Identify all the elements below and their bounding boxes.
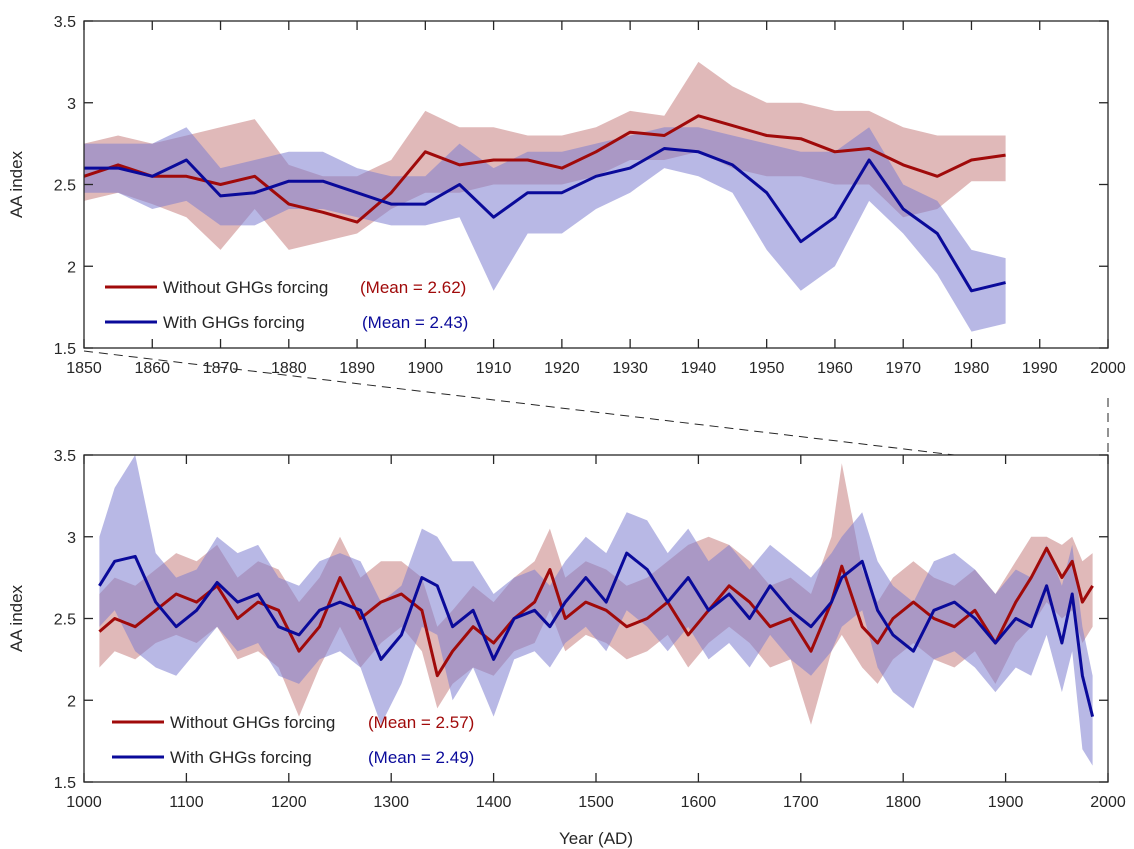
x-tick-label: 1400 <box>476 794 512 811</box>
legend-mean-without-ghgs: (Mean = 2.62) <box>360 278 466 297</box>
top-legend: Without GHGs forcing (Mean = 2.62) With GH… <box>105 278 468 332</box>
top-panel: 1850 1860 1870 1880 1890 1900 1910 1920 1930 1940… <box>7 14 1126 377</box>
x-tick-label: 1880 <box>271 360 307 377</box>
y-tick-label: 3.5 <box>54 448 76 465</box>
legend-mean-with-ghgs: (Mean = 2.49) <box>368 748 474 767</box>
x-tick-label: 1700 <box>783 794 819 811</box>
bottom-x-axis-label: Year (AD) <box>559 829 633 848</box>
x-tick-label: 1870 <box>203 360 239 377</box>
x-tick-label: 1970 <box>885 360 921 377</box>
line-without-ghgs <box>83 114 1006 224</box>
x-tick-label: 1980 <box>954 360 990 377</box>
band-with-ghgs <box>99 455 1093 766</box>
x-tick-label: 1940 <box>681 360 717 377</box>
x-tick-label: 1000 <box>66 794 102 811</box>
bottom-bands <box>99 455 1093 766</box>
legend-label-without-ghgs: Without GHGs forcing <box>163 278 328 297</box>
x-tick-label: 1990 <box>1022 360 1058 377</box>
legend-label-with-ghgs: With GHGs forcing <box>170 748 312 767</box>
x-tick-label: 1200 <box>271 794 307 811</box>
line-with-ghgs <box>98 551 1095 717</box>
x-tick-label: 2000 <box>1090 360 1126 377</box>
bottom-lines <box>98 546 1095 717</box>
zoom-connector-lines <box>83 350 1109 456</box>
x-tick-label: 1920 <box>544 360 580 377</box>
x-tick-label: 1900 <box>988 794 1024 811</box>
y-tick-label: 1.5 <box>54 775 76 792</box>
x-tick-label: 1500 <box>578 794 614 811</box>
x-tick-label: 1100 <box>169 794 204 811</box>
x-tick-label: 1910 <box>476 360 512 377</box>
x-tick-label: 1860 <box>134 360 170 377</box>
y-tick-label: 1.5 <box>54 341 76 358</box>
bottom-legend: Without GHGs forcing (Mean = 2.57) With GH… <box>112 713 474 767</box>
x-tick-label: 1890 <box>339 360 375 377</box>
line-with-ghgs <box>84 147 1006 293</box>
legend-label-without-ghgs: Without GHGs forcing <box>170 713 335 732</box>
x-tick-label: 1960 <box>817 360 853 377</box>
top-ticks: 1850 1860 1870 1880 1890 1900 1910 1920 1930 1940… <box>54 14 1126 377</box>
y-tick-label: 2.5 <box>54 612 76 629</box>
line-without-ghgs <box>98 546 1094 678</box>
top-lines <box>83 114 1006 293</box>
legend-label-with-ghgs: With GHGs forcing <box>163 313 305 332</box>
x-tick-label: 1850 <box>66 360 102 377</box>
legend-mean-with-ghgs: (Mean = 2.43) <box>362 313 468 332</box>
bottom-y-axis-label: AA index <box>7 584 26 652</box>
bottom-ticks: 1000 1100 1200 1300 1400 1500 1600 1700 1800 1900… <box>54 448 1126 811</box>
x-tick-label: 1950 <box>749 360 785 377</box>
x-tick-label: 1900 <box>408 360 444 377</box>
x-tick-label: 1600 <box>681 794 717 811</box>
bottom-panel: 1000 1100 1200 1300 1400 1500 1600 1700 1800 1900… <box>7 448 1126 848</box>
x-tick-label: 2000 <box>1090 794 1126 811</box>
connector-left <box>83 350 955 456</box>
x-tick-label: 1300 <box>373 794 409 811</box>
x-tick-label: 1930 <box>612 360 648 377</box>
y-tick-label: 3 <box>67 530 76 547</box>
band-with-ghgs <box>84 127 1006 332</box>
y-tick-label: 3 <box>67 96 76 113</box>
y-tick-label: 3.5 <box>54 14 76 31</box>
y-tick-label: 2 <box>67 693 76 710</box>
y-tick-label: 2.5 <box>54 178 76 195</box>
y-tick-label: 2 <box>67 259 76 276</box>
x-tick-label: 1800 <box>885 794 921 811</box>
top-y-axis-label: AA index <box>7 150 26 218</box>
top-bands <box>84 61 1006 332</box>
legend-mean-without-ghgs: (Mean = 2.57) <box>368 713 474 732</box>
